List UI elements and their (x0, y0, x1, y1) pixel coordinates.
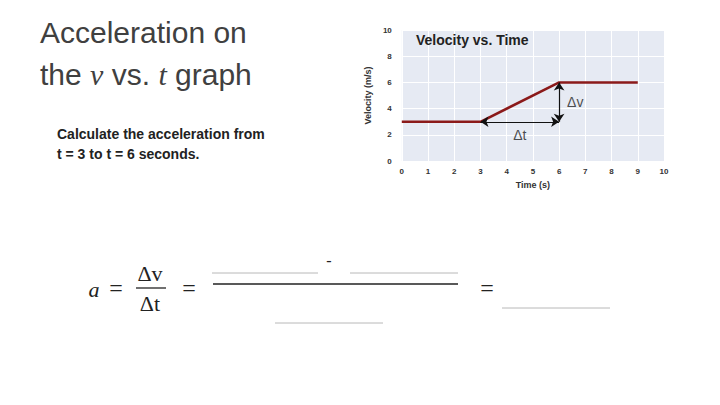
svg-text:7: 7 (583, 167, 588, 176)
svg-text:5: 5 (531, 167, 536, 176)
html-text:Acceleration on: Acceleration on (40, 16, 247, 49)
html-text:t = 3 to t = 6 seconds.: t = 3 to t = 6 seconds. (57, 146, 200, 162)
svg-text:=: = (182, 275, 196, 301)
svg-text:8: 8 (609, 167, 614, 176)
svg-text:=: = (109, 275, 123, 301)
svg-text:-: - (326, 252, 331, 269)
svg-text:8: 8 (387, 52, 392, 61)
svg-text:6: 6 (557, 167, 562, 176)
svg-text:Δt: Δt (513, 127, 526, 143)
svg-text:0: 0 (400, 167, 405, 176)
svg-text:6: 6 (387, 78, 392, 87)
svg-text:10: 10 (383, 26, 392, 35)
html-text:Calculate the acceleration fro: Calculate the acceleration from (57, 126, 265, 142)
svg-text:Velocity vs. Time: Velocity vs. Time (416, 32, 529, 48)
svg-text:4: 4 (504, 167, 509, 176)
html-text:the v vs. t graph: the v vs. t graph (40, 58, 252, 91)
svg-text:10: 10 (660, 167, 669, 176)
svg-text:Time (s): Time (s) (516, 180, 550, 190)
svg-text:Velocity (m/s): Velocity (m/s) (363, 67, 373, 125)
svg-text:9: 9 (636, 167, 641, 176)
svg-text:a: a (89, 277, 100, 302)
svg-text:Δt: Δt (140, 291, 160, 316)
svg-text:2: 2 (387, 130, 392, 139)
svg-text:4: 4 (387, 104, 392, 113)
svg-text:Δv: Δv (137, 261, 162, 286)
svg-text:0: 0 (387, 157, 392, 166)
svg-text:3: 3 (478, 167, 483, 176)
svg-text:2: 2 (452, 167, 457, 176)
svg-text:1: 1 (426, 167, 431, 176)
svg-text:=: = (480, 275, 494, 301)
svg-text:Δv: Δv (567, 94, 583, 110)
